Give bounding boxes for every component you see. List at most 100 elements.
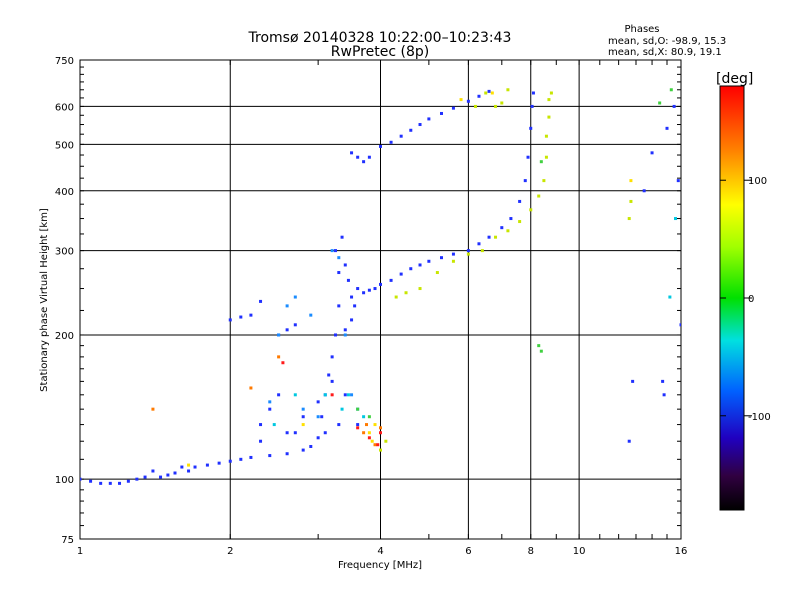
data-point [367,431,371,435]
data-point [309,313,313,317]
chart-subtitle: RwPretec (8p) [331,44,429,60]
data-point [367,288,371,292]
data-point [526,155,530,159]
data-point [480,249,484,253]
data-point [277,393,281,397]
data-point [217,461,221,465]
data-point [466,249,470,253]
data-point [389,278,393,282]
data-point [173,471,177,475]
data-point [531,91,535,95]
data-point [356,287,360,291]
data-point [333,333,337,337]
data-point [239,315,243,319]
y-tick-label: 500 [55,140,74,151]
data-point [356,155,360,159]
data-point [367,415,371,419]
y-tick-label: 100 [55,475,74,486]
data-point [477,94,481,98]
data-point [399,272,403,276]
data-point [89,479,93,483]
data-point [337,304,341,308]
data-point [268,407,272,411]
data-point [350,295,354,299]
data-point [159,475,163,479]
x-tick-label: 10 [573,546,586,557]
data-point [187,469,191,473]
data-point [668,295,672,299]
data-point [494,235,498,239]
data-point [418,123,422,127]
data-point [665,126,669,130]
data-point [343,328,347,332]
data-point [679,323,681,327]
data-point [537,194,541,198]
data-point [379,448,382,452]
data-point [547,115,551,119]
data-point [547,98,551,102]
data-point [539,349,543,353]
data-point [330,393,334,397]
data-point [627,217,631,221]
colorbar-tick-label: 100 [748,176,767,187]
data-point [272,423,276,427]
y-tick-label: 300 [55,247,74,258]
data-point [316,415,320,419]
data-point [418,287,422,291]
data-point [293,323,297,327]
stats-heading: Phases [624,24,659,35]
stats-o-line: mean, sd,O: -98.9, 15.3 [608,36,726,47]
data-point [389,140,393,144]
data-point [187,463,191,467]
data-point [259,299,263,303]
data-point [367,155,371,159]
data-point [518,199,522,203]
data-point [367,436,371,440]
data-point [330,249,334,253]
data-points [80,88,681,485]
data-point [135,477,139,481]
data-point [451,259,455,263]
data-point [293,393,297,397]
stats-x-line: mean, sd,X: 80.9, 19.1 [608,47,722,58]
y-tick-labels: 75 100 200 300 400 500 600 750 [55,56,74,546]
grid-lines [80,60,681,539]
data-point [490,91,494,95]
data-point [362,291,366,295]
data-point [629,179,633,183]
data-point [166,473,170,477]
x-tick-label: 1 [77,546,83,557]
data-point [549,91,553,95]
data-point [353,304,357,308]
data-point [80,477,82,481]
data-point [285,304,289,308]
data-point [509,217,513,221]
data-point [658,101,662,105]
data-point [340,235,344,239]
data-point [466,99,470,103]
data-point [205,463,209,467]
data-point [674,217,678,221]
data-point [327,373,331,377]
data-point [373,423,377,427]
data-point [466,252,470,256]
y-axis-label: Stationary phase Virtual Height [km] [39,208,50,392]
data-point [350,393,354,397]
data-point [343,393,347,397]
chart-title: Tromsø 20140328 10:22:00–10:23:43 [248,30,512,46]
data-point [268,454,272,458]
data-point [118,481,122,485]
colorbar-tick-label: -100 [748,412,771,423]
data-point [440,111,444,115]
data-point [99,481,103,485]
data-point [379,431,382,435]
x-tick-label: 8 [528,546,534,557]
x-axis-label: Frequency [MHz] [338,560,422,571]
data-point [629,199,633,203]
data-point [285,328,289,332]
x-tick-label: 2 [227,546,233,557]
data-point [228,318,232,322]
data-point [500,101,504,105]
data-point [379,144,382,148]
